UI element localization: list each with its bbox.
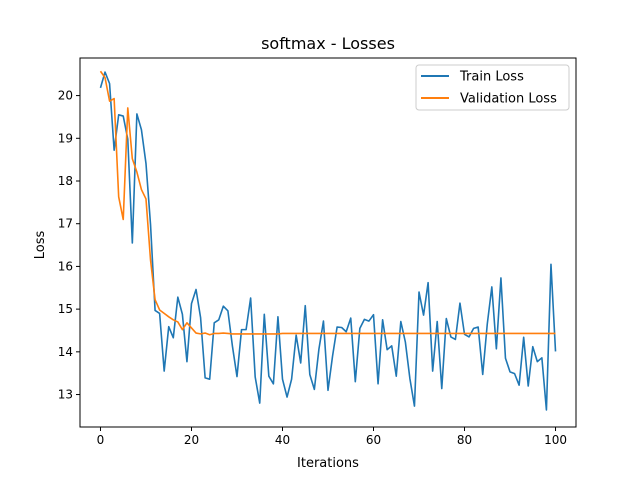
- y-tick-label: 15: [58, 302, 73, 316]
- series-line-1: [99, 70, 556, 336]
- y-tick-label: 14: [58, 345, 73, 359]
- y-tick-label: 20: [58, 89, 73, 103]
- plot-frame: [79, 57, 577, 428]
- y-tick-label: 16: [58, 259, 73, 273]
- y-tick-label: 17: [58, 217, 73, 231]
- x-tick-label: 40: [275, 433, 290, 447]
- y-tick-label: 18: [58, 174, 73, 188]
- x-tick-label: 60: [366, 433, 381, 447]
- y-tick-label: 19: [58, 131, 73, 145]
- x-tick-label: 20: [184, 433, 199, 447]
- y-axis-label: Loss: [33, 231, 48, 260]
- x-tick-label: 0: [97, 433, 105, 447]
- legend-label-1: Validation Loss: [460, 92, 557, 107]
- x-tick-label: 80: [457, 433, 472, 447]
- y-tick-label: 13: [58, 388, 73, 402]
- legend-label-0: Train Loss: [459, 70, 524, 85]
- chart-title: softmax - Losses: [261, 34, 395, 53]
- series-line-0: [99, 71, 557, 411]
- y-axis-ticks: 13 14 15 16 17 18 19 20: [58, 89, 80, 402]
- series-lines: [99, 70, 557, 411]
- x-axis-ticks: 0 20 40 60 80 100: [97, 427, 567, 447]
- x-tick-label: 100: [544, 433, 567, 447]
- legend: Train Loss Validation Loss: [415, 64, 570, 111]
- x-axis-label: Iterations: [297, 456, 359, 471]
- legend-box: [415, 64, 570, 111]
